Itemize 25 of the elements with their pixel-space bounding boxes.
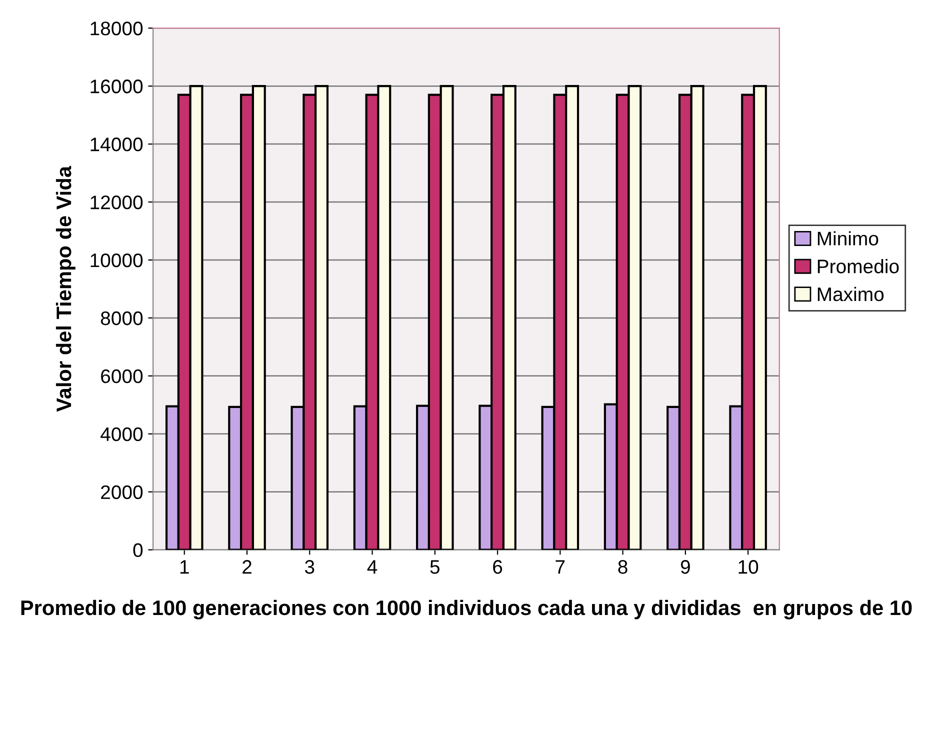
- x-tick-label: 8: [618, 560, 628, 574]
- x-tick-label: 9: [680, 560, 690, 574]
- legend-label: Maximo: [818, 286, 884, 302]
- y-axis-title: Valor del Tiempo de Vida: [56, 166, 76, 412]
- y-tick-label: 10000: [90, 253, 143, 268]
- x-axis-title: Promedio de 100 generaciones con 1000 individuos cada una y divididas en grupos de 10: [21, 600, 912, 620]
- x-tick-label: 7: [556, 560, 565, 574]
- y-tick-label: 8000: [100, 311, 143, 326]
- y-tick-label: 6000: [101, 369, 143, 384]
- legend-label: Promedio: [818, 259, 899, 274]
- x-tick-label: 1: [180, 560, 189, 574]
- x-tick-label: 4: [367, 560, 378, 574]
- x-tick-label: 10: [738, 560, 758, 574]
- x-tick-label: 3: [304, 560, 314, 574]
- y-tick-label: 18000: [90, 22, 143, 36]
- y-tick-label: 12000: [90, 195, 143, 210]
- y-tick-label: 14000: [90, 138, 143, 152]
- x-tick-label: 2: [242, 560, 252, 574]
- y-tick-label: 16000: [90, 80, 143, 94]
- y-tick-label: 4000: [100, 427, 143, 442]
- x-tick-label: 5: [430, 560, 440, 574]
- y-tick-label: 0: [133, 543, 143, 558]
- legend-label: Minimo: [818, 231, 878, 246]
- x-tick-label: 6: [493, 560, 502, 574]
- y-tick-label: 2000: [101, 485, 143, 500]
